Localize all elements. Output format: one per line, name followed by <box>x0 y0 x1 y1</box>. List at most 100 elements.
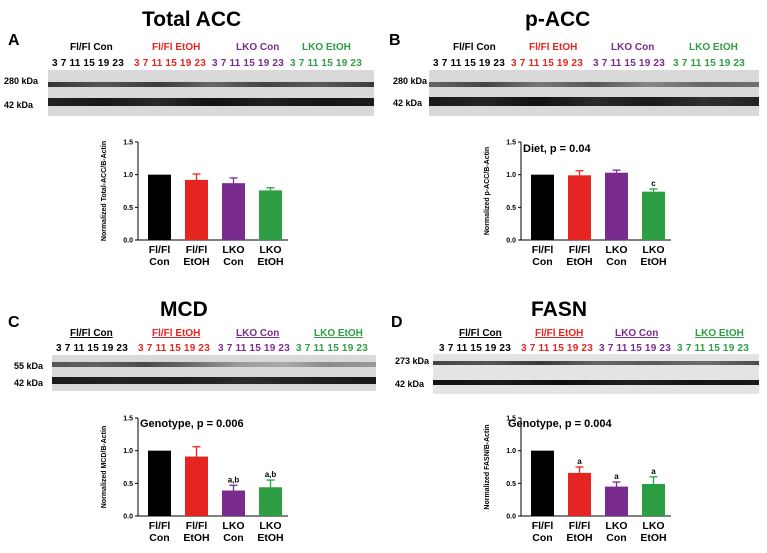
bar <box>605 486 628 516</box>
bar <box>531 450 554 516</box>
group-label-lko-etoh: LKO EtOH <box>695 328 744 339</box>
lane-numbers-flfl-etoh: 3 7 11 15 19 23 <box>511 58 583 69</box>
x-tick-label: Fl/Fl <box>532 520 554 532</box>
x-tick-label: Fl/Fl <box>186 520 208 532</box>
lane-numbers-lko-etoh: 3 7 11 15 19 23 <box>296 343 368 354</box>
y-tick-label: 0.0 <box>123 514 133 521</box>
blot-band-top <box>48 82 374 87</box>
x-tick-label: LKO <box>642 520 664 532</box>
bar <box>642 191 665 240</box>
group-label-flfl-con: Fl/Fl Con <box>453 42 496 53</box>
western-blot <box>52 355 376 391</box>
panel-b: p-ACC B Fl/Fl Con Fl/Fl EtOH LKO Con LKO… <box>383 0 767 276</box>
x-tick-label: LKO <box>222 520 244 532</box>
y-tick-label: 0.0 <box>506 238 516 245</box>
y-axis-label: Normalized p-ACC/B-Actin <box>484 147 491 235</box>
bar <box>568 175 591 240</box>
bar-chart-mcd: Normalized MCD/B-Actin 0.0 0.5 1.0 1.5 Fl/Fl C… <box>101 416 288 544</box>
y-axis-label: Normalized Total-ACC/B-Actin <box>101 141 108 241</box>
lane-numbers-lko-con: 3 7 11 15 19 23 <box>218 343 290 354</box>
band-label-top: 273 kDa <box>395 356 430 366</box>
panel-a: Total ACC A Fl/Fl Con Fl/Fl EtOH LKO Con… <box>0 0 383 276</box>
x-tick-label: Con <box>223 256 243 268</box>
bar <box>568 472 591 516</box>
band-label-bottom: 42 kDa <box>395 379 425 389</box>
group-label-flfl-con: Fl/Fl Con <box>459 328 502 339</box>
lane-numbers-lko-etoh: 3 7 11 15 19 23 <box>677 343 749 354</box>
y-tick-label: 1.5 <box>506 140 516 147</box>
group-label-flfl-etoh: Fl/Fl EtOH <box>529 42 578 53</box>
significance-label: a <box>577 457 582 466</box>
x-tick-label: Con <box>606 256 626 268</box>
x-tick-label: LKO <box>222 244 244 256</box>
blot-band-top <box>52 362 376 367</box>
panel-d: FASN D Fl/Fl Con Fl/Fl EtOH LKO Con LKO … <box>383 276 767 553</box>
band-label-top: 280 kDa <box>393 76 428 86</box>
blot-band-top <box>429 82 759 87</box>
y-tick-label: 1.5 <box>506 416 516 423</box>
lane-numbers-flfl-con: 3 7 11 15 19 23 <box>439 343 511 354</box>
x-tick-label: Fl/Fl <box>569 244 591 256</box>
y-tick-label: 1.5 <box>123 416 133 423</box>
group-label-flfl-etoh: Fl/Fl EtOH <box>152 328 201 339</box>
panel-title: p-ACC <box>525 8 591 31</box>
band-label-bottom: 42 kDa <box>14 378 44 388</box>
lane-numbers-lko-con: 3 7 11 15 19 23 <box>212 58 284 69</box>
x-tick-label: Con <box>149 532 169 544</box>
y-axis-label: Normalized MCD/B-Actin <box>101 426 108 508</box>
group-label-lko-etoh: LKO EtOH <box>689 42 738 53</box>
group-label-lko-con: LKO Con <box>611 42 655 53</box>
y-tick-label: 1.5 <box>123 140 133 147</box>
x-tick-label: EtOH <box>640 256 666 268</box>
blot-band-actin <box>433 380 759 385</box>
y-tick-label: 0.5 <box>506 205 516 212</box>
panel-title: FASN <box>531 298 588 321</box>
y-tick-label: 1.0 <box>506 448 516 455</box>
y-tick-label: 0.0 <box>123 238 133 245</box>
group-label-lko-etoh: LKO EtOH <box>302 42 351 53</box>
band-label-top: 55 kDa <box>14 361 44 371</box>
significance-label: a,b <box>265 470 277 479</box>
bar <box>259 190 282 240</box>
panel-title: Total ACC <box>142 8 242 31</box>
x-tick-label: Con <box>606 532 626 544</box>
lane-numbers-flfl-con: 3 7 11 15 19 23 <box>52 58 124 69</box>
x-tick-label: LKO <box>605 520 627 532</box>
group-label-lko-con: LKO Con <box>236 42 280 53</box>
group-label-flfl-etoh: Fl/Fl EtOH <box>535 328 584 339</box>
panel-title: MCD <box>160 298 208 321</box>
bar <box>531 174 554 240</box>
y-tick-label: 0.0 <box>506 514 516 521</box>
bar <box>185 456 208 516</box>
panel-letter: D <box>391 314 403 331</box>
blot-band-top <box>433 361 759 365</box>
group-label-flfl-con: Fl/Fl Con <box>70 328 113 339</box>
y-axis-label: Normalized FASN/B-Actin <box>484 424 491 509</box>
group-label-lko-con: LKO Con <box>615 328 659 339</box>
band-label-bottom: 42 kDa <box>393 98 423 108</box>
x-tick-label: LKO <box>605 244 627 256</box>
bar <box>642 483 665 516</box>
x-tick-label: EtOH <box>566 532 592 544</box>
bar <box>148 174 171 240</box>
lane-numbers-flfl-etoh: 3 7 11 15 19 23 <box>138 343 210 354</box>
x-tick-label: Con <box>149 256 169 268</box>
statistics-label: Genotype, p = 0.004 <box>508 418 612 430</box>
lane-numbers-flfl-con: 3 7 11 15 19 23 <box>433 58 505 69</box>
lane-numbers-lko-etoh: 3 7 11 15 19 23 <box>290 58 362 69</box>
x-tick-label: LKO <box>642 244 664 256</box>
y-tick-label: 0.5 <box>123 481 133 488</box>
significance-label: a <box>614 472 619 481</box>
panel-letter: A <box>8 32 20 49</box>
x-tick-label: EtOH <box>640 532 666 544</box>
lane-numbers-flfl-etoh: 3 7 11 15 19 23 <box>134 58 206 69</box>
band-label-top: 280 kDa <box>4 76 39 86</box>
panel-c: MCD C Fl/Fl Con Fl/Fl EtOH LKO Con LKO E… <box>0 276 383 553</box>
panel-letter: B <box>389 32 401 49</box>
lane-numbers-flfl-etoh: 3 7 11 15 19 23 <box>521 343 593 354</box>
y-tick-label: 1.0 <box>123 448 133 455</box>
western-blot <box>433 354 759 394</box>
x-tick-label: Con <box>532 532 552 544</box>
group-label-flfl-etoh: Fl/Fl EtOH <box>152 42 201 53</box>
western-blot <box>429 70 759 116</box>
